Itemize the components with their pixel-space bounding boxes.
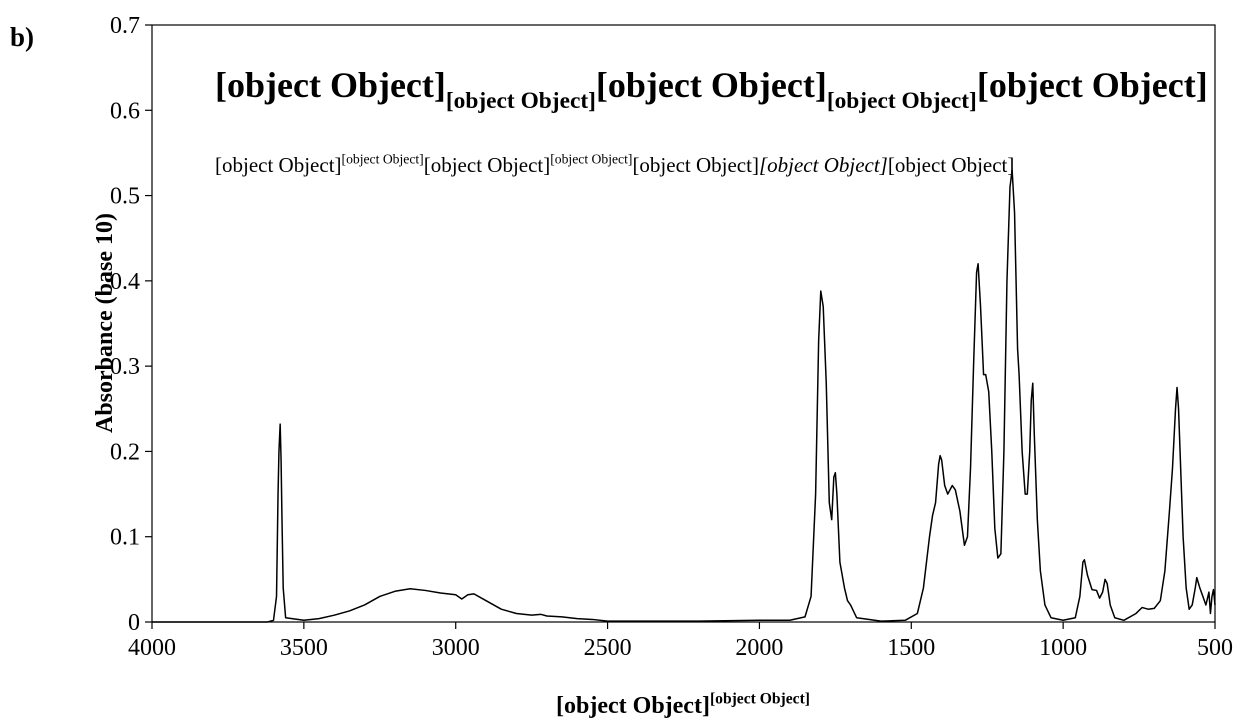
x-tick-label: 1500 — [887, 635, 935, 661]
y-tick-label: 0.5 — [110, 184, 140, 210]
y-axis-label: Absorbance (base 10) — [92, 213, 118, 433]
annotation: [object Object][object Object][object Ob… — [215, 152, 1014, 177]
x-tick-label: 500 — [1197, 635, 1233, 661]
spectrum-line — [152, 169, 1216, 623]
text-segment: [object Object] — [342, 152, 424, 167]
plot-frame — [151, 24, 1216, 623]
x-tick-label: 4000 — [128, 635, 176, 661]
x-tick-label: 2000 — [735, 635, 783, 661]
text-segment: [object Object] — [759, 153, 888, 177]
x-tick-label: 1000 — [1039, 635, 1087, 661]
y-tick-label: 0.7 — [110, 13, 140, 39]
text-segment: [object Object] — [827, 88, 977, 114]
x-axis-label: [object Object][object Object] — [556, 690, 810, 719]
x-tick-label: 2500 — [584, 635, 632, 661]
y-tick-label: 0.2 — [110, 439, 140, 465]
y-tick-label: 0 — [128, 610, 140, 636]
panel-label: b) — [10, 22, 34, 52]
chart-title: [object Object][object Object][object Ob… — [215, 65, 1208, 114]
text-segment: [object Object] — [710, 690, 810, 707]
text-segment: [object Object] — [888, 153, 1015, 177]
x-tick-label: 3000 — [432, 635, 480, 661]
y-tick-label: 0.1 — [110, 525, 140, 551]
text-segment: [object Object] — [632, 153, 759, 177]
text-segment: [object Object] — [556, 693, 710, 719]
text-segment: [object Object] — [215, 65, 446, 105]
y-tick-label: 0.3 — [110, 354, 140, 380]
text-segment: [object Object] — [596, 65, 827, 105]
text-segment: [object Object] — [977, 65, 1208, 105]
text-segment: [object Object] — [215, 153, 342, 177]
x-tick-label: 3500 — [280, 635, 328, 661]
y-tick-label: 0.4 — [110, 269, 140, 295]
text-segment: [object Object] — [550, 152, 632, 167]
text-segment: [object Object] — [446, 88, 596, 114]
y-tick-label: 0.6 — [110, 98, 140, 124]
text-segment: [object Object] — [424, 153, 551, 177]
